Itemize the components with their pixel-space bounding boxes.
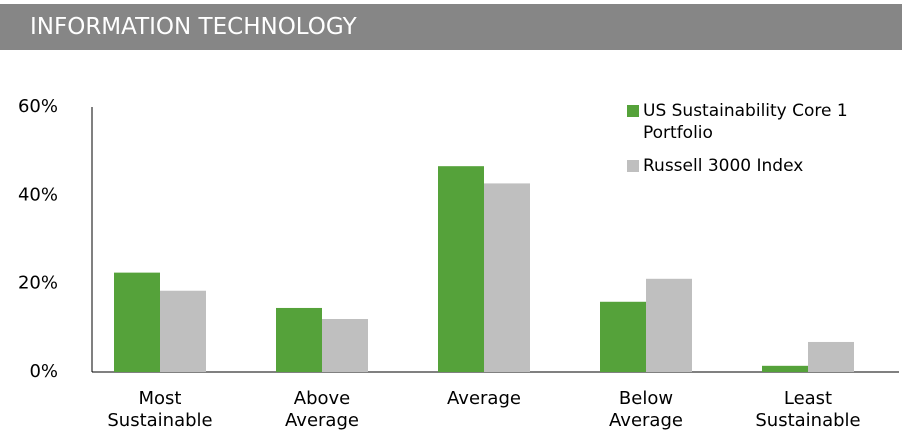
bar (114, 272, 160, 372)
legend-swatch (627, 160, 639, 172)
y-tick-label: 0% (29, 361, 58, 382)
x-tick-label: Below Average (609, 388, 683, 431)
legend-label: Russell 3000 Index (643, 156, 804, 176)
x-tick-label: Above Average (285, 388, 359, 431)
bar (322, 319, 368, 372)
bar (160, 290, 206, 372)
bar (276, 307, 322, 372)
legend-swatch (627, 105, 639, 117)
y-tick-label: 20% (18, 273, 58, 294)
x-tick-label: Average (447, 388, 521, 409)
bar (762, 365, 808, 372)
bar (484, 183, 530, 372)
bar (600, 301, 646, 372)
bar (646, 278, 692, 372)
y-tick-label: 40% (18, 184, 58, 205)
legend-label: US Sustainability Core 1 Portfolio (643, 101, 848, 143)
x-tick-label: Least Sustainable (755, 388, 861, 431)
bar (438, 166, 484, 372)
x-tick-label: Most Sustainable (107, 388, 213, 431)
header: INFORMATION TECHNOLOGY (0, 4, 902, 50)
bar (808, 341, 854, 372)
y-tick-label: 60% (18, 96, 58, 117)
